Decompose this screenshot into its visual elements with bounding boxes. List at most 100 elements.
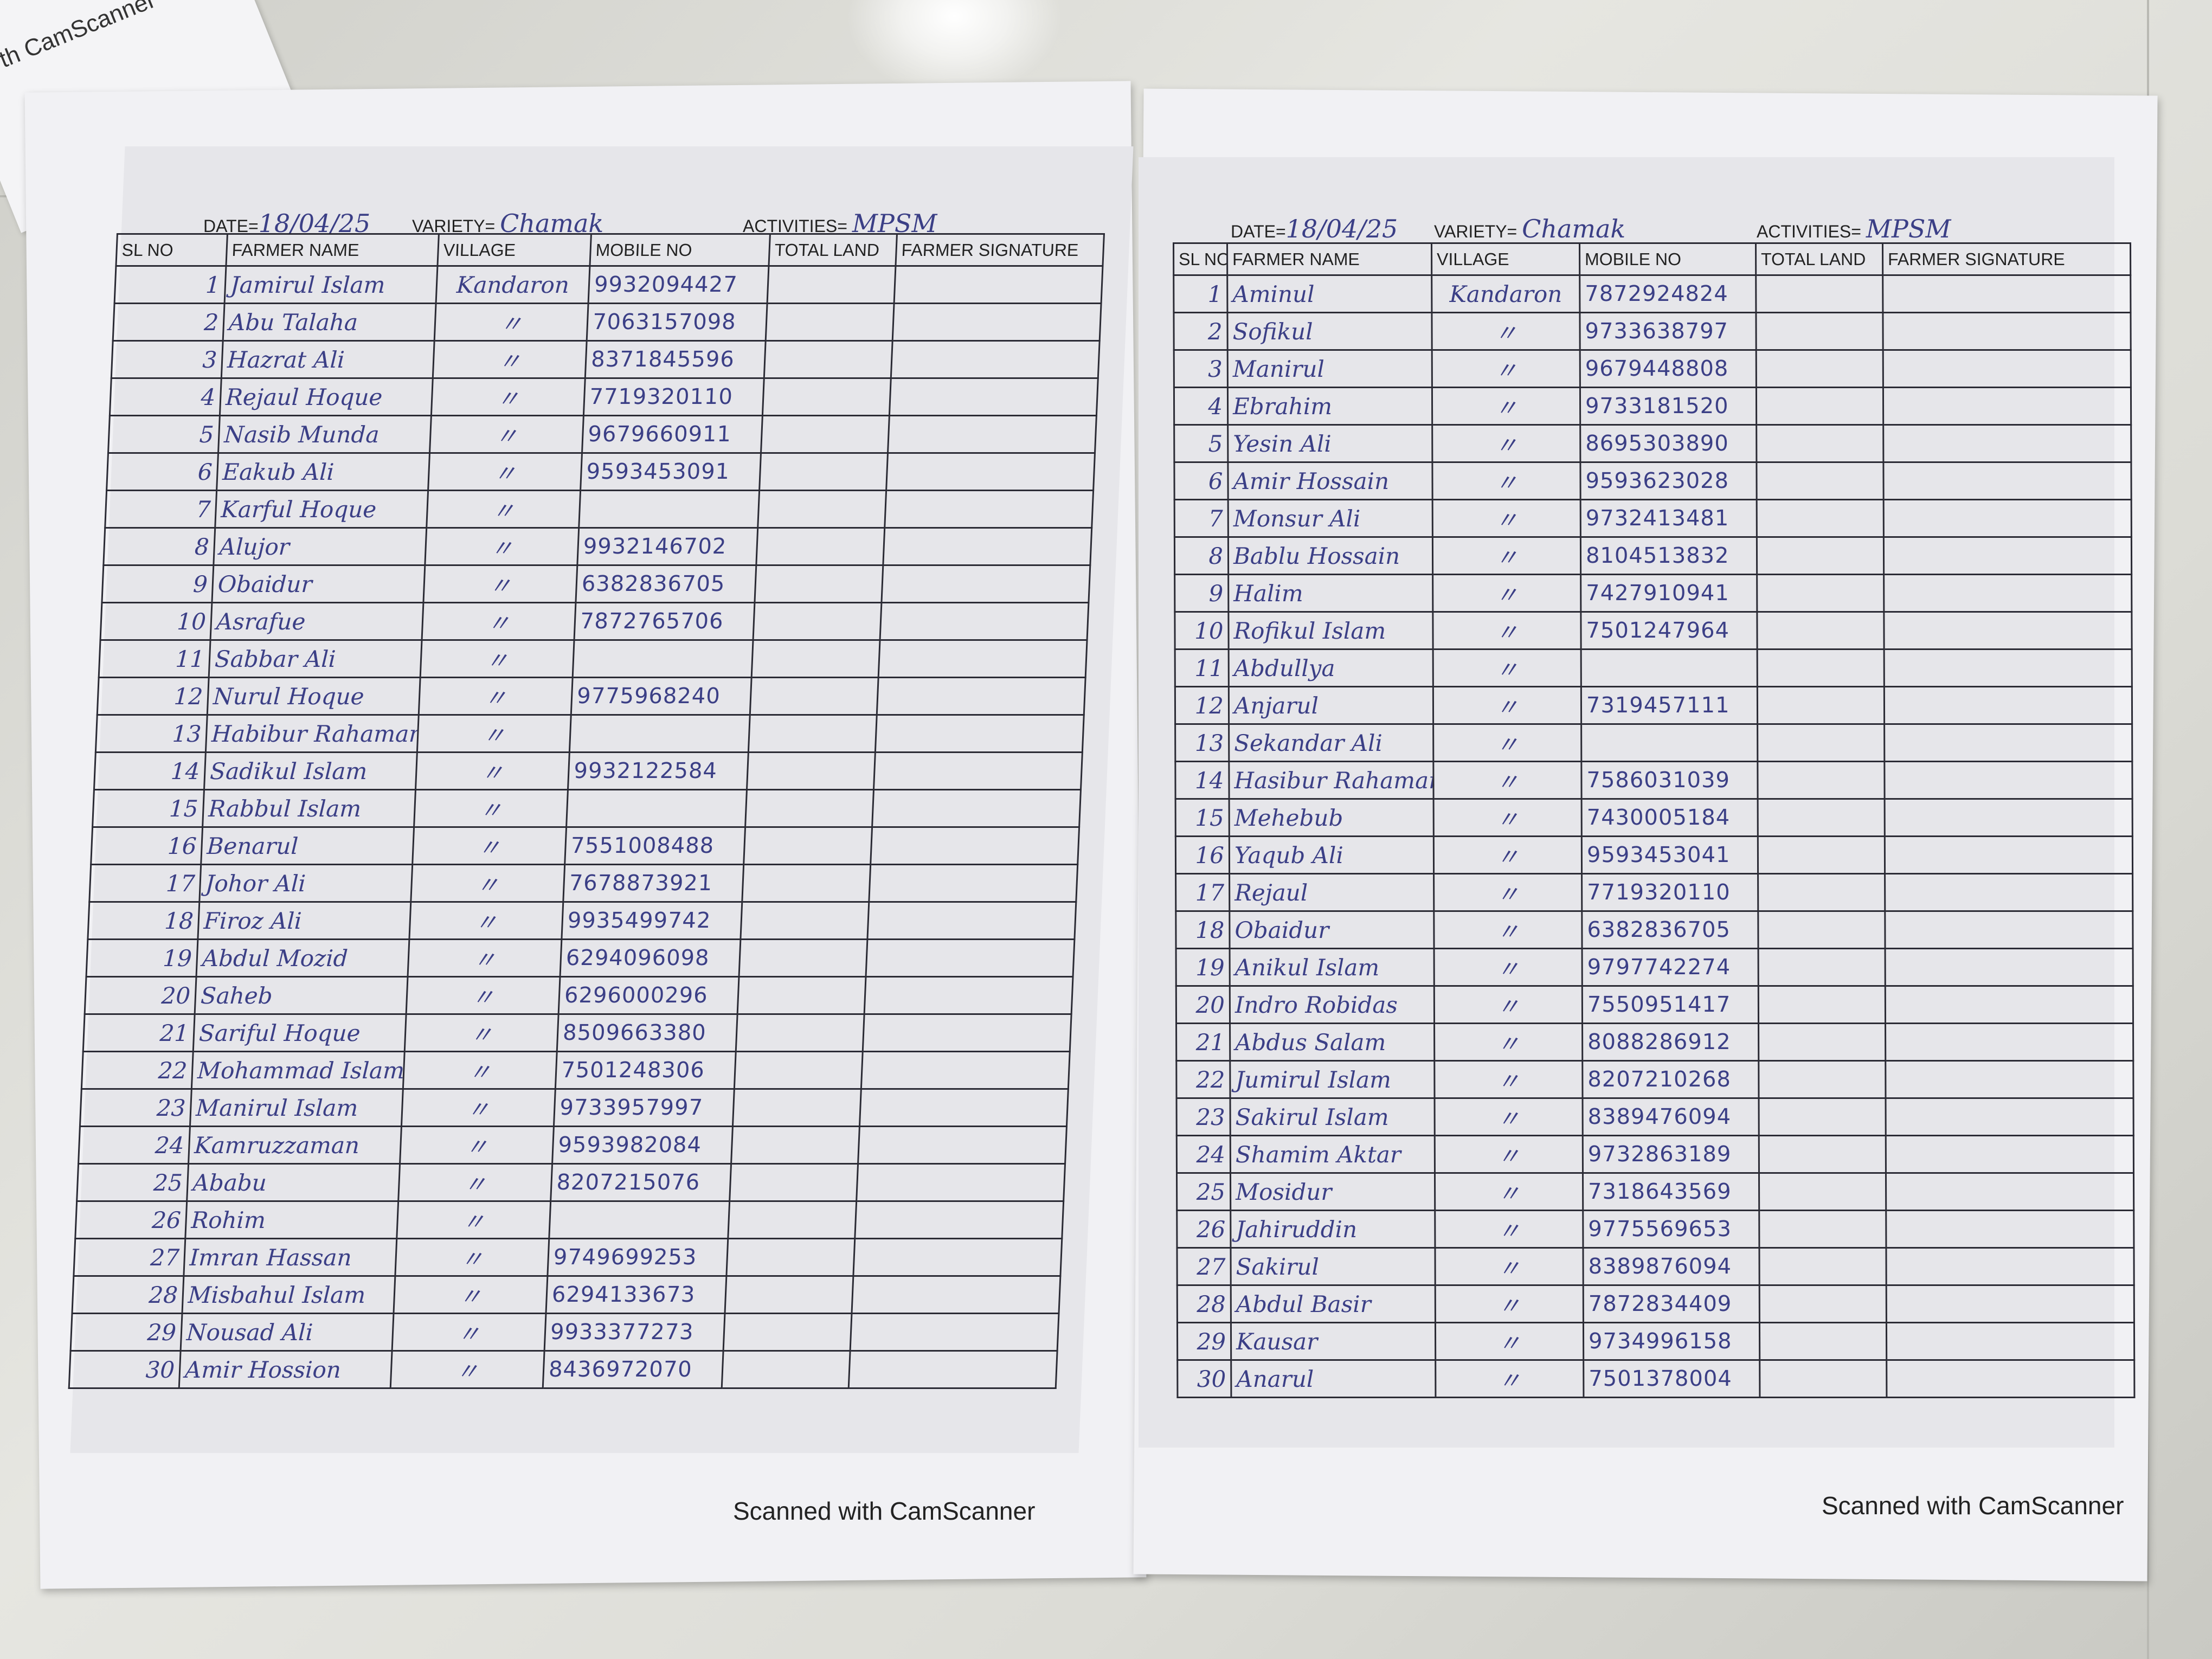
table-row: 13 Sekandar Ali 〃 [1175, 724, 2132, 762]
village-cell: 〃 [429, 415, 584, 453]
table-row: 22 Jumirul Islam 〃 8207210268 [1176, 1060, 2134, 1098]
total-land-cell [1759, 1210, 1886, 1248]
total-land-cell [751, 640, 880, 678]
sl-no-cell: 21 [83, 1014, 195, 1052]
farmer-signature-cell [1886, 1173, 2134, 1211]
village-cell: 〃 [1433, 686, 1581, 724]
village-cell: 〃 [419, 677, 573, 715]
village-cell: 〃 [408, 939, 562, 977]
sl-no-cell: 15 [1175, 799, 1230, 837]
village-cell: 〃 [434, 303, 589, 341]
sl-no-cell: 14 [94, 752, 206, 790]
table-row: 12 Nurul Hoque 〃 9775968240 [97, 677, 1086, 715]
farmer-signature-cell [851, 1276, 1060, 1314]
column-header-farmer-signature: FARMER SIGNATURE [1882, 243, 2131, 275]
mobile-no-cell: 7319457111 [1581, 686, 1758, 724]
total-land-cell [1759, 1098, 1886, 1136]
farmer-name-cell: Abdul Basir [1231, 1285, 1436, 1323]
sl-no-cell: 20 [85, 976, 197, 1014]
farmer-signature-cell [1886, 1322, 2134, 1360]
farmer-signature-cell [1886, 1285, 2134, 1323]
village-cell: 〃 [422, 602, 576, 640]
village-cell: 〃 [1433, 836, 1582, 874]
table-row: 11 Abdullya 〃 [1175, 649, 2132, 687]
sl-no-cell: 29 [70, 1313, 182, 1351]
date-value: 18/04/25 [258, 209, 371, 238]
table-row: 4 Ebrahim 〃 9733181520 [1174, 387, 2131, 425]
variety-label: VARIETY= [412, 216, 496, 236]
mobile-no-cell: 9593453091 [580, 453, 761, 491]
mobile-no-cell [1581, 724, 1758, 762]
activities-label: ACTIVITIES= [743, 216, 847, 236]
village-cell: 〃 [1434, 948, 1583, 986]
village-cell: 〃 [1432, 537, 1581, 575]
mobile-no-cell: 7586031039 [1581, 761, 1758, 799]
variety-value: Chamak [500, 209, 604, 238]
farmer-name-cell: Firoz Ali [197, 902, 411, 940]
total-land-cell [1757, 761, 1885, 799]
table-header-row: SL NO FARMER NAME VILLAGE MOBILE NO TOTAL LA… [1173, 243, 2131, 275]
village-cell: 〃 [1435, 1098, 1583, 1136]
farmer-signature-cell [1883, 537, 2132, 575]
farmer-signature-cell [854, 1201, 1064, 1239]
farmer-name-cell: Habibur Rahaman [205, 715, 419, 753]
farmer-signature-cell [1884, 649, 2132, 687]
farmer-name-cell: Misbahul Islam [182, 1276, 395, 1314]
table-row: 23 Sakirul Islam 〃 8389476094 [1176, 1098, 2134, 1136]
village-cell: 〃 [1434, 1060, 1583, 1098]
total-land-cell [745, 789, 874, 827]
sl-no-cell: 13 [95, 715, 208, 753]
farmer-name-cell: Rofikul Islam [1228, 612, 1433, 650]
total-land-cell [767, 266, 896, 304]
village-cell: 〃 [410, 864, 565, 902]
farmer-name-cell: Imran Hassan [183, 1238, 397, 1276]
camscanner-watermark: Scanned with CamScanner [733, 1497, 1036, 1525]
mobile-no-cell: 8436972070 [543, 1351, 724, 1388]
village-cell: Kandaron [1431, 275, 1580, 313]
village-cell: 〃 [1432, 499, 1581, 537]
farmer-signature-cell [1885, 799, 2133, 837]
farmer-name-cell: Ebrahim [1227, 387, 1432, 425]
date-value: 18/04/25 [1285, 214, 1398, 243]
sl-no-cell: 3 [111, 340, 223, 378]
sl-no-cell: 23 [1176, 1098, 1231, 1136]
farmer-name-cell: Nousad Ali [181, 1313, 394, 1351]
mobile-no-cell: 9932122584 [568, 752, 749, 790]
mobile-no-cell: 9679660911 [582, 415, 763, 453]
village-cell: 〃 [396, 1201, 551, 1239]
total-land-cell [1757, 499, 1884, 537]
farmer-name-cell: Rejaul Hoque [220, 378, 433, 416]
total-land-cell [750, 677, 879, 715]
farmer-name-cell: Halim [1228, 574, 1433, 612]
village-cell: 〃 [1433, 649, 1581, 687]
village-cell: Kandaron [436, 266, 590, 304]
farmer-name-cell: Sakirul [1230, 1248, 1436, 1285]
sl-no-cell: 12 [97, 677, 209, 715]
farmer-signature-cell [1886, 1135, 2134, 1173]
mobile-no-cell: 9734996158 [1583, 1322, 1760, 1360]
table-row: 3 Manirul 〃 9679448808 [1174, 350, 2131, 388]
table-row: 9 Obaidur 〃 6382836705 [101, 565, 1090, 603]
mobile-no-cell: 6294133673 [545, 1276, 726, 1314]
table-row: 25 Mosidur 〃 7318643569 [1176, 1173, 2134, 1211]
date-label: DATE= [203, 216, 259, 236]
total-land-cell [1758, 948, 1886, 986]
village-cell: 〃 [423, 565, 577, 603]
sl-no-cell: 14 [1175, 761, 1230, 799]
farmer-signature-cell [859, 1089, 1069, 1127]
sl-no-cell: 7 [1174, 499, 1229, 537]
total-land-cell [761, 415, 890, 453]
total-land-cell [1757, 612, 1885, 650]
farmer-name-cell: Alujor [213, 528, 427, 565]
mobile-no-cell: 7501247964 [1580, 612, 1758, 650]
table-row: 10 Asrafue 〃 7872765706 [100, 602, 1089, 640]
mobile-no-cell: 9932146702 [577, 528, 758, 565]
farmer-name-cell: Hazrat Ali [221, 340, 435, 378]
mobile-no-cell: 9679448808 [1580, 350, 1757, 388]
village-cell: 〃 [1431, 312, 1580, 350]
mobile-no-cell: 8509663380 [557, 1014, 738, 1052]
village-cell: 〃 [398, 1163, 552, 1201]
table-row: 1 Aminul Kandaron 7872924824 [1173, 275, 2131, 313]
table-row: 25 Ababu 〃 8207215076 [76, 1163, 1065, 1201]
sl-no-cell: 8 [103, 528, 215, 565]
